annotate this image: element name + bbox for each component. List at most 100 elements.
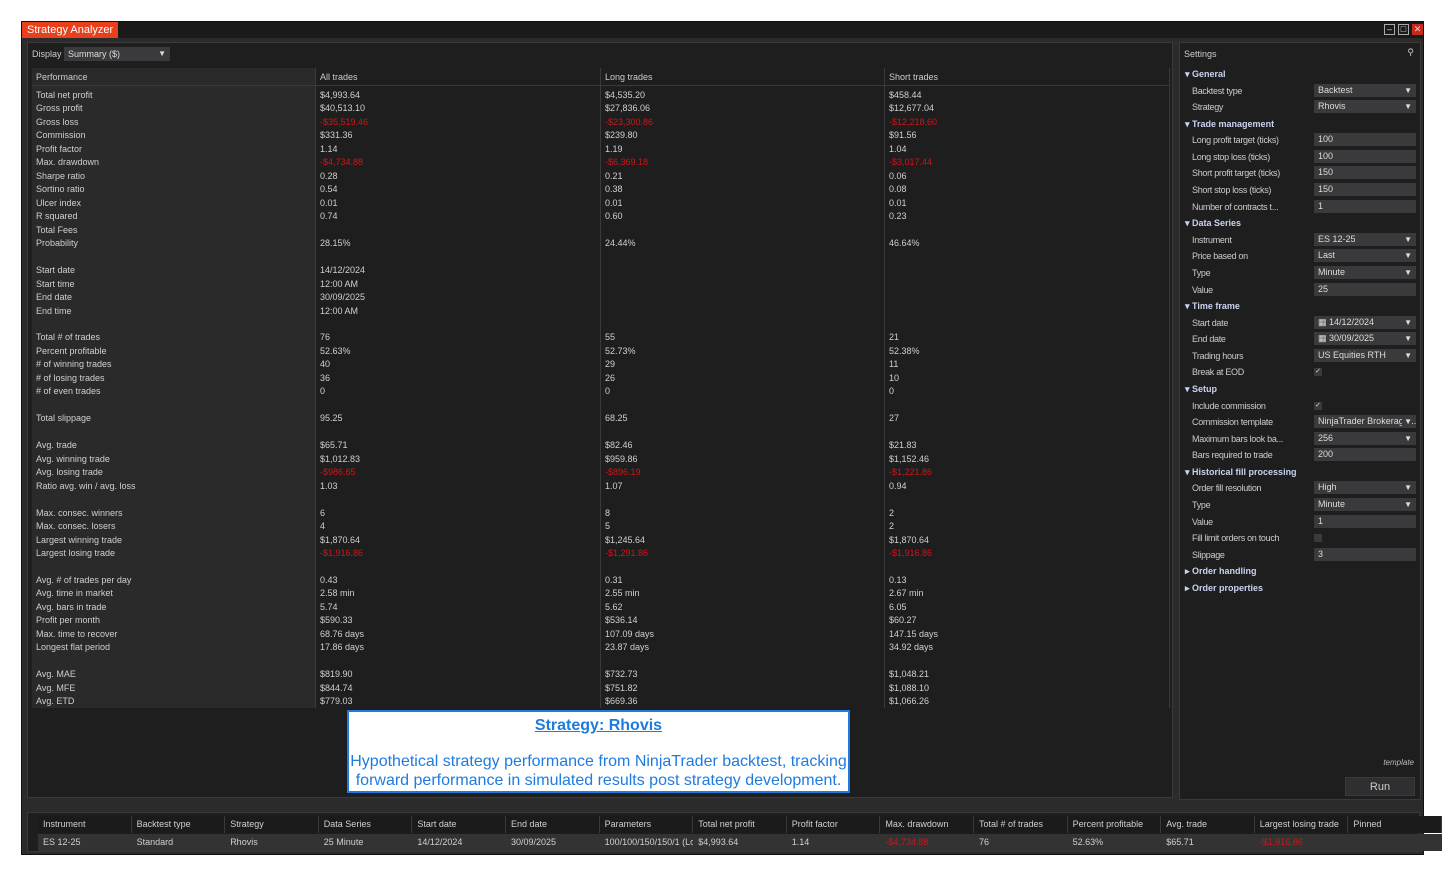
setting-label: Number of contracts t...	[1192, 201, 1279, 212]
setting-input[interactable]: 100	[1314, 149, 1416, 163]
settings-section[interactable]: ▸ Order properties	[1185, 583, 1263, 594]
metric-value: 5.62	[605, 601, 623, 612]
grid-header[interactable]: Pinned	[1348, 816, 1442, 833]
column-header[interactable]: Long trades	[601, 68, 884, 86]
setting-select[interactable]: Minute ▼	[1314, 498, 1416, 511]
setting-input[interactable]: 1	[1314, 199, 1416, 213]
grid-header[interactable]: Parameters	[599, 816, 694, 833]
setting-input[interactable]: 3	[1314, 547, 1416, 561]
setting-select[interactable]: Rhovis ▼	[1314, 100, 1416, 114]
metric-value: $27,836.06	[605, 103, 651, 114]
chevron-down-icon: ▼	[1402, 100, 1412, 114]
caret-right-icon[interactable]: ▸	[1185, 582, 1193, 593]
calendar-icon: ▦	[1318, 316, 1330, 327]
settings-section[interactable]: ▾ Trade management	[1185, 119, 1274, 130]
settings-section[interactable]: ▸ Order handling	[1185, 566, 1257, 577]
setting-label: Commission template	[1192, 417, 1273, 428]
setting-select[interactable]: Minute ▼	[1314, 265, 1416, 279]
column-header[interactable]: Short trades	[885, 68, 1169, 86]
setting-input[interactable]: 25	[1314, 282, 1416, 296]
column-header[interactable]: Performance	[32, 68, 315, 86]
caret-down-icon[interactable]: ▾	[1185, 466, 1193, 477]
grid-header[interactable]: Total net profit	[693, 816, 787, 833]
setting-select[interactable]: NinjaTrader Brokerage... ▼	[1314, 415, 1416, 429]
run-button[interactable]: Run	[1345, 777, 1415, 796]
minimize-button[interactable]: –	[1384, 24, 1395, 35]
metric-label: Start time	[36, 278, 75, 289]
maximize-button[interactable]: □	[1398, 24, 1409, 35]
metric-value: $82.46	[605, 440, 633, 451]
setting-select[interactable]: 256 ▼	[1314, 431, 1416, 445]
setting-checkbox[interactable]	[1314, 534, 1322, 543]
display-select[interactable]: Summary ($) ▼	[64, 47, 170, 61]
caret-down-icon[interactable]: ▾	[1185, 218, 1193, 229]
grid-cell: 30/09/2025	[506, 834, 600, 851]
metric-value: -$23,300.86	[605, 116, 654, 127]
metric-label: Gross loss	[36, 116, 79, 127]
pin-icon[interactable]: ⚲	[1407, 47, 1414, 57]
grid-header[interactable]: Instrument	[38, 816, 132, 833]
grid-header[interactable]: Avg. trade	[1161, 816, 1255, 833]
grid-header[interactable]: Total # of trades	[974, 816, 1068, 833]
setting-input[interactable]: 150	[1314, 166, 1416, 180]
metric-value: $12,677.04	[889, 103, 935, 114]
column-header[interactable]: All trades	[316, 68, 600, 86]
setting-select[interactable]: Last ▼	[1314, 249, 1416, 263]
grid-header[interactable]: Max. drawdown	[880, 816, 974, 833]
setting-value: 200	[1318, 449, 1334, 460]
metric-label: Total Fees	[36, 224, 78, 235]
metric-value: 17.86 days	[320, 642, 365, 653]
metric-value: -$6,369.18	[605, 157, 649, 168]
setting-select[interactable]: Backtest ▼	[1314, 83, 1416, 97]
setting-select[interactable]: ▦ 30/09/2025 ▼	[1314, 332, 1416, 346]
settings-section[interactable]: ▾ Time frame	[1185, 301, 1240, 312]
setting-label: Value	[1192, 284, 1213, 295]
settings-section[interactable]: ▾ Setup	[1185, 384, 1217, 395]
setting-checkbox[interactable]: ✓	[1314, 401, 1322, 410]
metric-value: $536.14	[605, 615, 638, 626]
grid-header[interactable]: Strategy	[225, 816, 319, 833]
perf-column: Short trades $458.44 $12,677.04 -$12,218.60…	[885, 68, 1170, 708]
setting-input[interactable]: 200	[1314, 448, 1416, 462]
metric-label: Gross profit	[36, 103, 83, 114]
caret-down-icon[interactable]: ▾	[1185, 384, 1193, 394]
grid-header[interactable]: Profit factor	[786, 816, 881, 833]
metric-label: Max. drawdown	[36, 157, 100, 168]
section-label: General	[1192, 69, 1226, 79]
caret-down-icon[interactable]: ▾	[1185, 301, 1193, 312]
pinned-checkbox[interactable]	[1348, 834, 1442, 851]
grid-header[interactable]: Start date	[412, 816, 506, 833]
metric-value: 0.94	[889, 480, 907, 491]
metric-value: 147.15 days	[889, 628, 939, 639]
setting-input[interactable]: 100	[1314, 133, 1416, 147]
metric-label: Max. consec. losers	[36, 521, 116, 532]
metric-value: $65.71	[320, 440, 348, 451]
grid-header[interactable]: End date	[506, 816, 600, 833]
metric-value: $732.73	[605, 669, 638, 680]
grid-cell: -$4,734.88	[880, 834, 974, 851]
settings-section[interactable]: ▾ Data Series	[1185, 218, 1241, 229]
setting-select[interactable]: High ▼	[1314, 481, 1416, 495]
grid-header[interactable]: Data Series	[318, 816, 413, 833]
setting-checkbox[interactable]: ✓	[1314, 368, 1322, 377]
setting-input[interactable]: 150	[1314, 183, 1416, 196]
metric-value: 30/09/2025	[320, 292, 366, 303]
section-label: Order properties	[1192, 582, 1264, 593]
grid-header[interactable]: Backtest type	[131, 816, 226, 833]
setting-select[interactable]: ES 12-25 ▼	[1314, 232, 1416, 246]
setting-select[interactable]: US Equities RTH ▼	[1314, 348, 1416, 362]
settings-section[interactable]: ▾ General	[1185, 69, 1226, 80]
caret-down-icon[interactable]: ▾	[1185, 69, 1193, 79]
template-link[interactable]: template	[1383, 758, 1414, 767]
metric-value: 55	[605, 332, 616, 343]
caret-right-icon[interactable]: ▸	[1185, 566, 1193, 577]
grid-header[interactable]: Percent profitable	[1067, 816, 1162, 833]
metric-value: 52.63%	[320, 345, 351, 356]
setting-select[interactable]: ▦ 14/12/2024 ▼	[1314, 315, 1416, 329]
caret-down-icon[interactable]: ▾	[1185, 118, 1193, 129]
setting-input[interactable]: 1	[1314, 514, 1416, 528]
metric-value: $1,088.10	[889, 682, 930, 693]
grid-header[interactable]: Largest losing trade	[1254, 816, 1349, 833]
settings-section[interactable]: ▾ Historical fill processing	[1185, 467, 1297, 478]
close-button[interactable]: ✕	[1412, 24, 1423, 35]
